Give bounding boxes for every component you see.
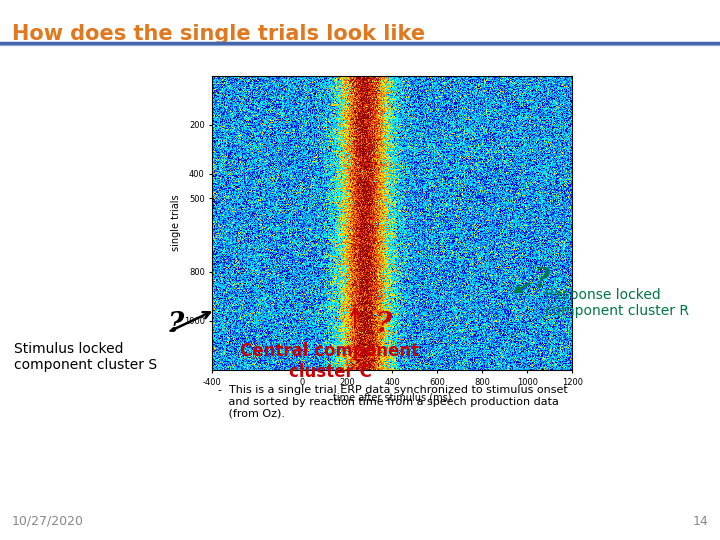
- Text: 14: 14: [692, 515, 708, 528]
- Text: ?: ?: [533, 267, 549, 294]
- Text: -  This is a single trial ERP data synchronized to stimulus onset: - This is a single trial ERP data synchr…: [218, 385, 568, 395]
- X-axis label: time after stimulus (ms): time after stimulus (ms): [333, 392, 451, 402]
- Text: Stimulus locked
component cluster S: Stimulus locked component cluster S: [14, 342, 157, 372]
- Text: Response locked
component cluster R: Response locked component cluster R: [545, 288, 689, 318]
- Text: and sorted by reaction time from a speech production data: and sorted by reaction time from a speec…: [218, 397, 559, 407]
- Text: ?: ?: [167, 312, 183, 339]
- Text: ?: ?: [375, 312, 391, 339]
- Text: Central component
cluster C: Central component cluster C: [240, 342, 420, 381]
- Text: (from Oz).: (from Oz).: [218, 409, 285, 419]
- Text: How does the single trials look like: How does the single trials look like: [12, 24, 425, 44]
- Text: 10/27/2020: 10/27/2020: [12, 515, 84, 528]
- Y-axis label: single trials: single trials: [171, 194, 181, 251]
